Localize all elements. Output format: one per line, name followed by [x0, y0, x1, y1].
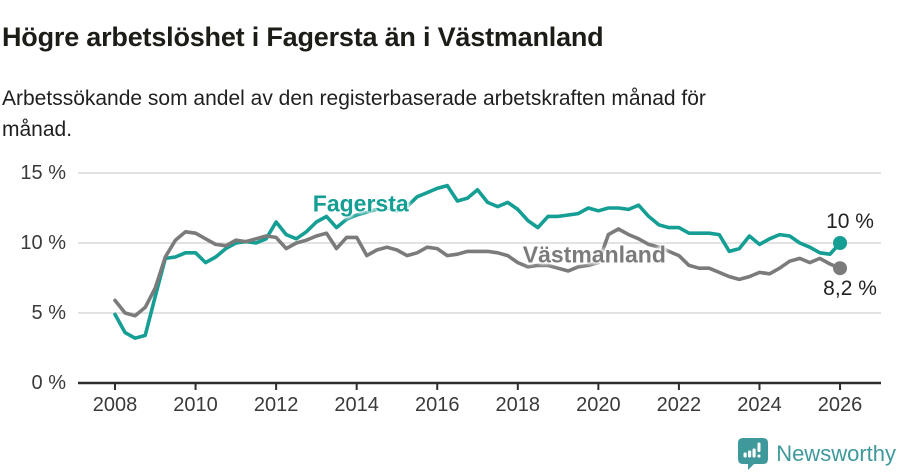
newsworthy-logo[interactable]: Newsworthy: [738, 438, 896, 470]
subtitle-line-2: månad.: [2, 118, 73, 141]
x-tick-label: 2024: [737, 394, 782, 416]
y-tick-label: 10 %: [20, 232, 66, 254]
x-tick-label: 2008: [92, 394, 138, 416]
y-tick-label: 5 %: [31, 302, 66, 324]
series-line-västmanland: [113, 227, 842, 318]
x-tick-label: 2018: [495, 394, 541, 416]
newsworthy-icon: [738, 438, 769, 470]
end-dot-fagersta: [833, 236, 848, 250]
x-tick-label: 2012: [253, 394, 299, 416]
y-tick-label: 0 %: [31, 372, 66, 394]
x-tick-label: 2022: [656, 394, 702, 416]
x-tick-label: 2010: [173, 394, 218, 416]
end-value-label-västmanland: 8,2 %: [823, 277, 877, 301]
subtitle-line-1: Arbetssökande som andel av den registerb…: [2, 87, 706, 110]
series-label-västmanland: Västmanland: [522, 241, 666, 268]
x-tick-label: 2026: [817, 394, 863, 416]
y-tick-label: 15 %: [20, 162, 66, 184]
end-value-label-fagersta: 10 %: [826, 210, 874, 233]
end-dot-västmanland: [833, 261, 848, 276]
brand-name: Newsworthy: [776, 441, 896, 466]
x-tick-label: 2020: [576, 394, 621, 416]
page-title: Högre arbetslöshet i Fagersta än i Västm…: [2, 22, 604, 53]
chart-subtitle: Arbetssökande som andel av den registerb…: [2, 83, 882, 145]
x-tick-label: 2014: [334, 394, 379, 416]
series-label-fagersta: Fagersta: [312, 190, 409, 217]
x-tick-label: 2016: [414, 394, 460, 416]
series-line-fagersta: [113, 183, 842, 341]
